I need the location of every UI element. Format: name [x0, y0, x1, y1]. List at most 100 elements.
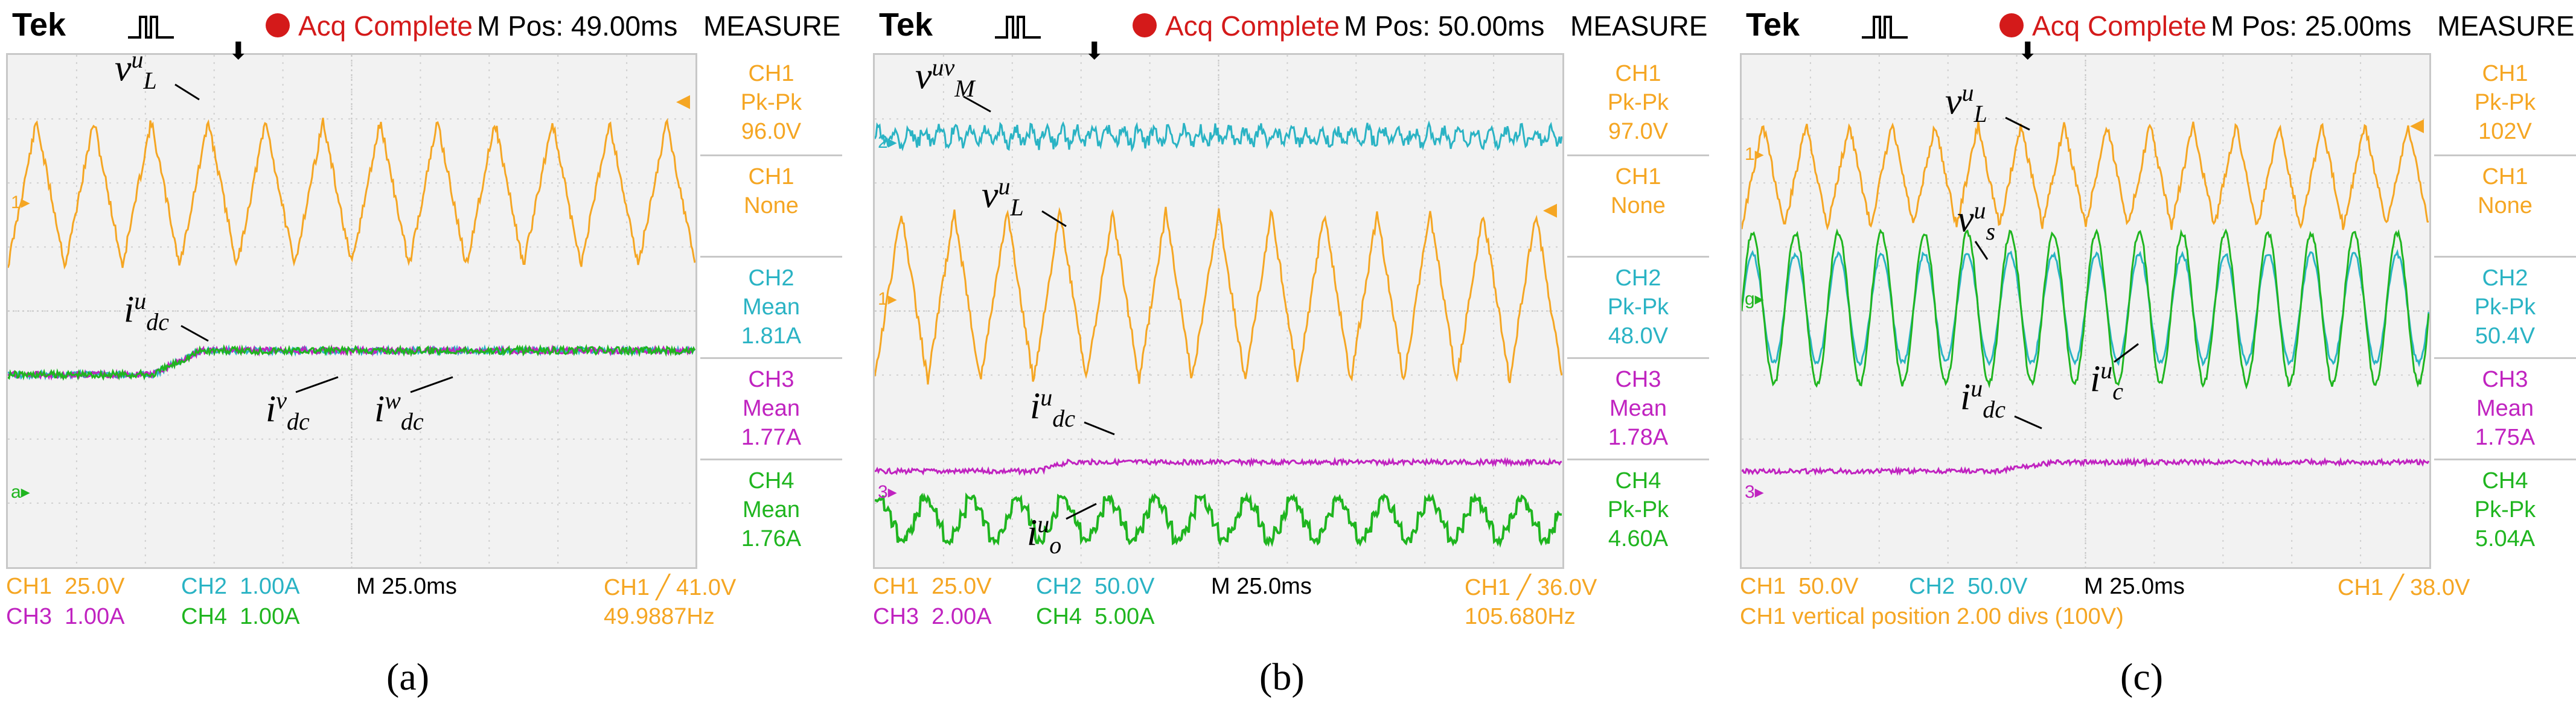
acq-status: Acq Complete	[2032, 10, 2207, 42]
waveform-plot	[875, 55, 1562, 567]
measure-3[interactable]: CH2 Pk-Pk 48.0V	[1567, 256, 1709, 357]
ch3-ground-marker: 3▸	[878, 482, 897, 502]
measure-2[interactable]: CH1 None	[2434, 154, 2576, 256]
measure-menu[interactable]: MEASURE	[2437, 10, 2575, 42]
measure-1[interactable]: CH1 Pk-Pk 96.0V	[700, 53, 842, 154]
measure-type: Pk-Pk	[1607, 294, 1669, 320]
ch3-scale: CH3 2.00A	[873, 604, 992, 629]
ch1-ground-marker: 1▸	[878, 289, 897, 309]
acq-status-icon	[266, 13, 290, 37]
ch-ground-marker: a▸	[11, 482, 30, 502]
measure-type: Mean	[742, 497, 801, 522]
label-vL-u: vuL	[115, 46, 157, 95]
label-ic-u: iuc	[2090, 357, 2123, 405]
measure-value: 1.76A	[741, 526, 802, 551]
measure-4[interactable]: CH3 Mean 1.75A	[2434, 357, 2576, 459]
measure-ch: CH4	[748, 468, 794, 494]
measure-ch: CH4	[1615, 468, 1661, 494]
ch2-scale: CH2 1.00A	[181, 574, 300, 599]
trigger-position-marker: ⬇	[228, 38, 249, 65]
waveform-plot	[8, 55, 695, 567]
measure-5[interactable]: CH4 Pk-Pk 4.60A	[1567, 459, 1709, 560]
label-idc-u: iudc	[1960, 375, 2006, 424]
measure-value: 4.60A	[1608, 526, 1669, 551]
time-scale: M 25.0ms	[2084, 574, 2185, 599]
ch1-scale: CH1 25.0V	[873, 574, 992, 599]
label-arrows	[1974, 116, 2139, 430]
scope-header: Tek Acq Complete M Pos: 50.00ms MEASURE	[867, 0, 1709, 53]
measure-value: 1.78A	[1608, 425, 1669, 450]
measure-5[interactable]: CH4 Mean 1.76A	[700, 459, 842, 560]
measure-5[interactable]: CH4 Pk-Pk 5.04A	[2434, 459, 2576, 560]
trigger-level: CH1 ╱ 36.0V	[1465, 575, 1597, 600]
waveform-screen	[1740, 53, 2431, 569]
measure-type: None	[744, 193, 799, 218]
trigger-frequency: 105.680Hz	[1465, 604, 1576, 629]
measure-ch: CH1	[1615, 164, 1661, 189]
measure-ch: CH2	[748, 265, 794, 291]
caption: (b)	[1259, 655, 1305, 698]
time-scale: M 25.0ms	[356, 574, 457, 599]
measure-1[interactable]: CH1 Pk-Pk 97.0V	[1567, 53, 1709, 154]
measure-type: Mean	[742, 396, 801, 421]
measure-type: Mean	[1609, 396, 1667, 421]
caption: (a)	[386, 655, 430, 698]
m-pos: M Pos: 25.00ms	[2211, 10, 2412, 42]
ch1-ground-marker: 1▸	[11, 192, 30, 212]
measure-value: 1.81A	[741, 323, 802, 349]
measure-type: None	[2478, 193, 2533, 218]
label-vL-u: vuL	[982, 173, 1024, 221]
scope-panel-c: Tek Acq Complete M Pos: 25.00ms MEASURE …	[1734, 0, 2576, 698]
measure-3[interactable]: CH2 Pk-Pk 50.4V	[2434, 256, 2576, 357]
measure-ch: CH3	[2482, 367, 2528, 392]
measure-ch: CH2	[1615, 265, 1661, 291]
measure-menu[interactable]: MEASURE	[1570, 10, 1708, 42]
ch4-scale: CH4 1.00A	[181, 604, 300, 629]
measure-4[interactable]: CH3 Mean 1.77A	[700, 357, 842, 459]
ch1-level-marker: ◀	[2410, 115, 2424, 135]
waveform-screen	[873, 53, 1564, 569]
measure-ch: CH4	[2482, 468, 2528, 494]
scope-panel-a: Tek Acq Complete M Pos: 49.00ms MEASURE …	[0, 0, 842, 698]
ch1-ground-marker: 1▸	[1745, 144, 1764, 164]
status-bar: CH1 25.0V CH2 1.00A M 25.0ms CH1 ╱ 41.0V…	[0, 569, 842, 637]
measure-panel: CH1 Pk-Pk 102V CH1 None CH2 Pk-Pk 50.4V …	[2434, 53, 2576, 569]
label-io-u: iuo	[1027, 510, 1062, 559]
trigger-pulse-icon	[1862, 16, 1908, 39]
ch2-ground-marker: 2▸	[878, 132, 897, 152]
measure-type: Pk-Pk	[2474, 497, 2536, 522]
ch4-scale: CH4 5.00A	[1036, 604, 1155, 629]
ch1-scale: CH1 25.0V	[6, 574, 125, 599]
trigger-frequency: 49.9887Hz	[604, 604, 715, 629]
measure-value: 48.0V	[1608, 323, 1669, 349]
label-idc-v: ivdc	[266, 387, 310, 436]
time-scale: M 25.0ms	[1211, 574, 1312, 599]
ch1-trace	[875, 206, 1562, 385]
measure-panel: CH1 Pk-Pk 96.0V CH1 None CH2 Mean 1.81A …	[700, 53, 842, 569]
measure-menu[interactable]: MEASURE	[703, 10, 841, 42]
measure-4[interactable]: CH3 Mean 1.78A	[1567, 357, 1709, 459]
ch4-trace	[875, 491, 1562, 548]
label-idc-u: iudc	[124, 287, 169, 336]
label-vL-u: vuL	[1945, 79, 1987, 128]
acq-status-icon	[1133, 13, 1157, 37]
measure-2[interactable]: CH1 None	[1567, 154, 1709, 256]
label-idc-u: iudc	[1030, 384, 1075, 433]
ch1-trace	[8, 118, 695, 270]
ch-ground-marker: g▸	[1745, 289, 1764, 309]
trigger-level: CH1 ╱ 38.0V	[2338, 575, 2470, 600]
label-vs-u: vus	[1957, 197, 1996, 246]
measure-2[interactable]: CH1 None	[700, 154, 842, 256]
measure-3[interactable]: CH2 Mean 1.81A	[700, 256, 842, 357]
measure-type: Pk-Pk	[1607, 497, 1669, 522]
ch3-trace	[1742, 456, 2429, 476]
measure-value: 1.75A	[2475, 425, 2536, 450]
measure-1[interactable]: CH1 Pk-Pk 102V	[2434, 53, 2576, 154]
measure-type: Pk-Pk	[2474, 294, 2536, 320]
ch1-trace	[1742, 121, 2429, 231]
brand-label: Tek	[879, 7, 933, 43]
scope-header: Tek Acq Complete M Pos: 25.00ms MEASURE	[1734, 0, 2576, 53]
trigger-position-marker: ⬇	[2018, 38, 2038, 65]
trigger-pulse-icon	[995, 16, 1041, 39]
label-idc-w: iwdc	[374, 387, 424, 436]
